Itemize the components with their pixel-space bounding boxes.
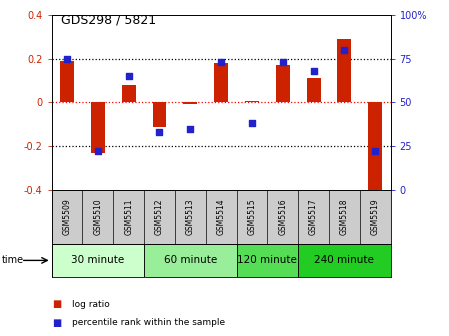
Text: GSM5514: GSM5514: [216, 198, 226, 235]
Bar: [122, 85, 136, 102]
Text: GSM5516: GSM5516: [278, 198, 287, 235]
Bar: [60, 61, 74, 102]
Bar: [91, 102, 105, 153]
Point: [125, 74, 132, 79]
Text: GDS298 / 5821: GDS298 / 5821: [61, 14, 156, 27]
Text: GSM5509: GSM5509: [62, 198, 71, 235]
Text: GSM5512: GSM5512: [155, 199, 164, 235]
Text: ■: ■: [52, 299, 61, 309]
Bar: [237, 244, 298, 277]
Text: GSM5511: GSM5511: [124, 199, 133, 235]
Text: log ratio: log ratio: [72, 300, 110, 308]
Bar: [307, 79, 321, 102]
Text: time: time: [2, 255, 24, 265]
Bar: [153, 102, 167, 127]
Text: GSM5513: GSM5513: [186, 198, 195, 235]
Text: percentile rank within the sample: percentile rank within the sample: [72, 318, 225, 327]
Point: [248, 121, 255, 126]
Text: 30 minute: 30 minute: [71, 255, 124, 265]
Text: ■: ■: [52, 318, 61, 328]
Text: 240 minute: 240 minute: [314, 255, 374, 265]
Bar: [52, 244, 144, 277]
Text: GSM5510: GSM5510: [93, 198, 102, 235]
Text: GSM5517: GSM5517: [309, 198, 318, 235]
Bar: [276, 65, 290, 102]
Point: [279, 59, 286, 65]
Text: GSM5519: GSM5519: [371, 198, 380, 235]
Point: [341, 47, 348, 53]
Point: [187, 126, 194, 131]
Text: GSM5515: GSM5515: [247, 198, 256, 235]
Point: [310, 68, 317, 74]
Bar: [298, 244, 391, 277]
Bar: [368, 102, 382, 190]
Bar: [338, 39, 351, 102]
Point: [217, 59, 224, 65]
Text: 120 minute: 120 minute: [238, 255, 297, 265]
Bar: [144, 244, 237, 277]
Point: [156, 129, 163, 135]
Point: [94, 149, 101, 154]
Point: [63, 56, 70, 61]
Text: 60 minute: 60 minute: [164, 255, 217, 265]
Text: GSM5518: GSM5518: [340, 199, 349, 235]
Bar: [245, 101, 259, 102]
Bar: [214, 63, 228, 102]
Point: [372, 149, 379, 154]
Bar: [183, 102, 197, 103]
